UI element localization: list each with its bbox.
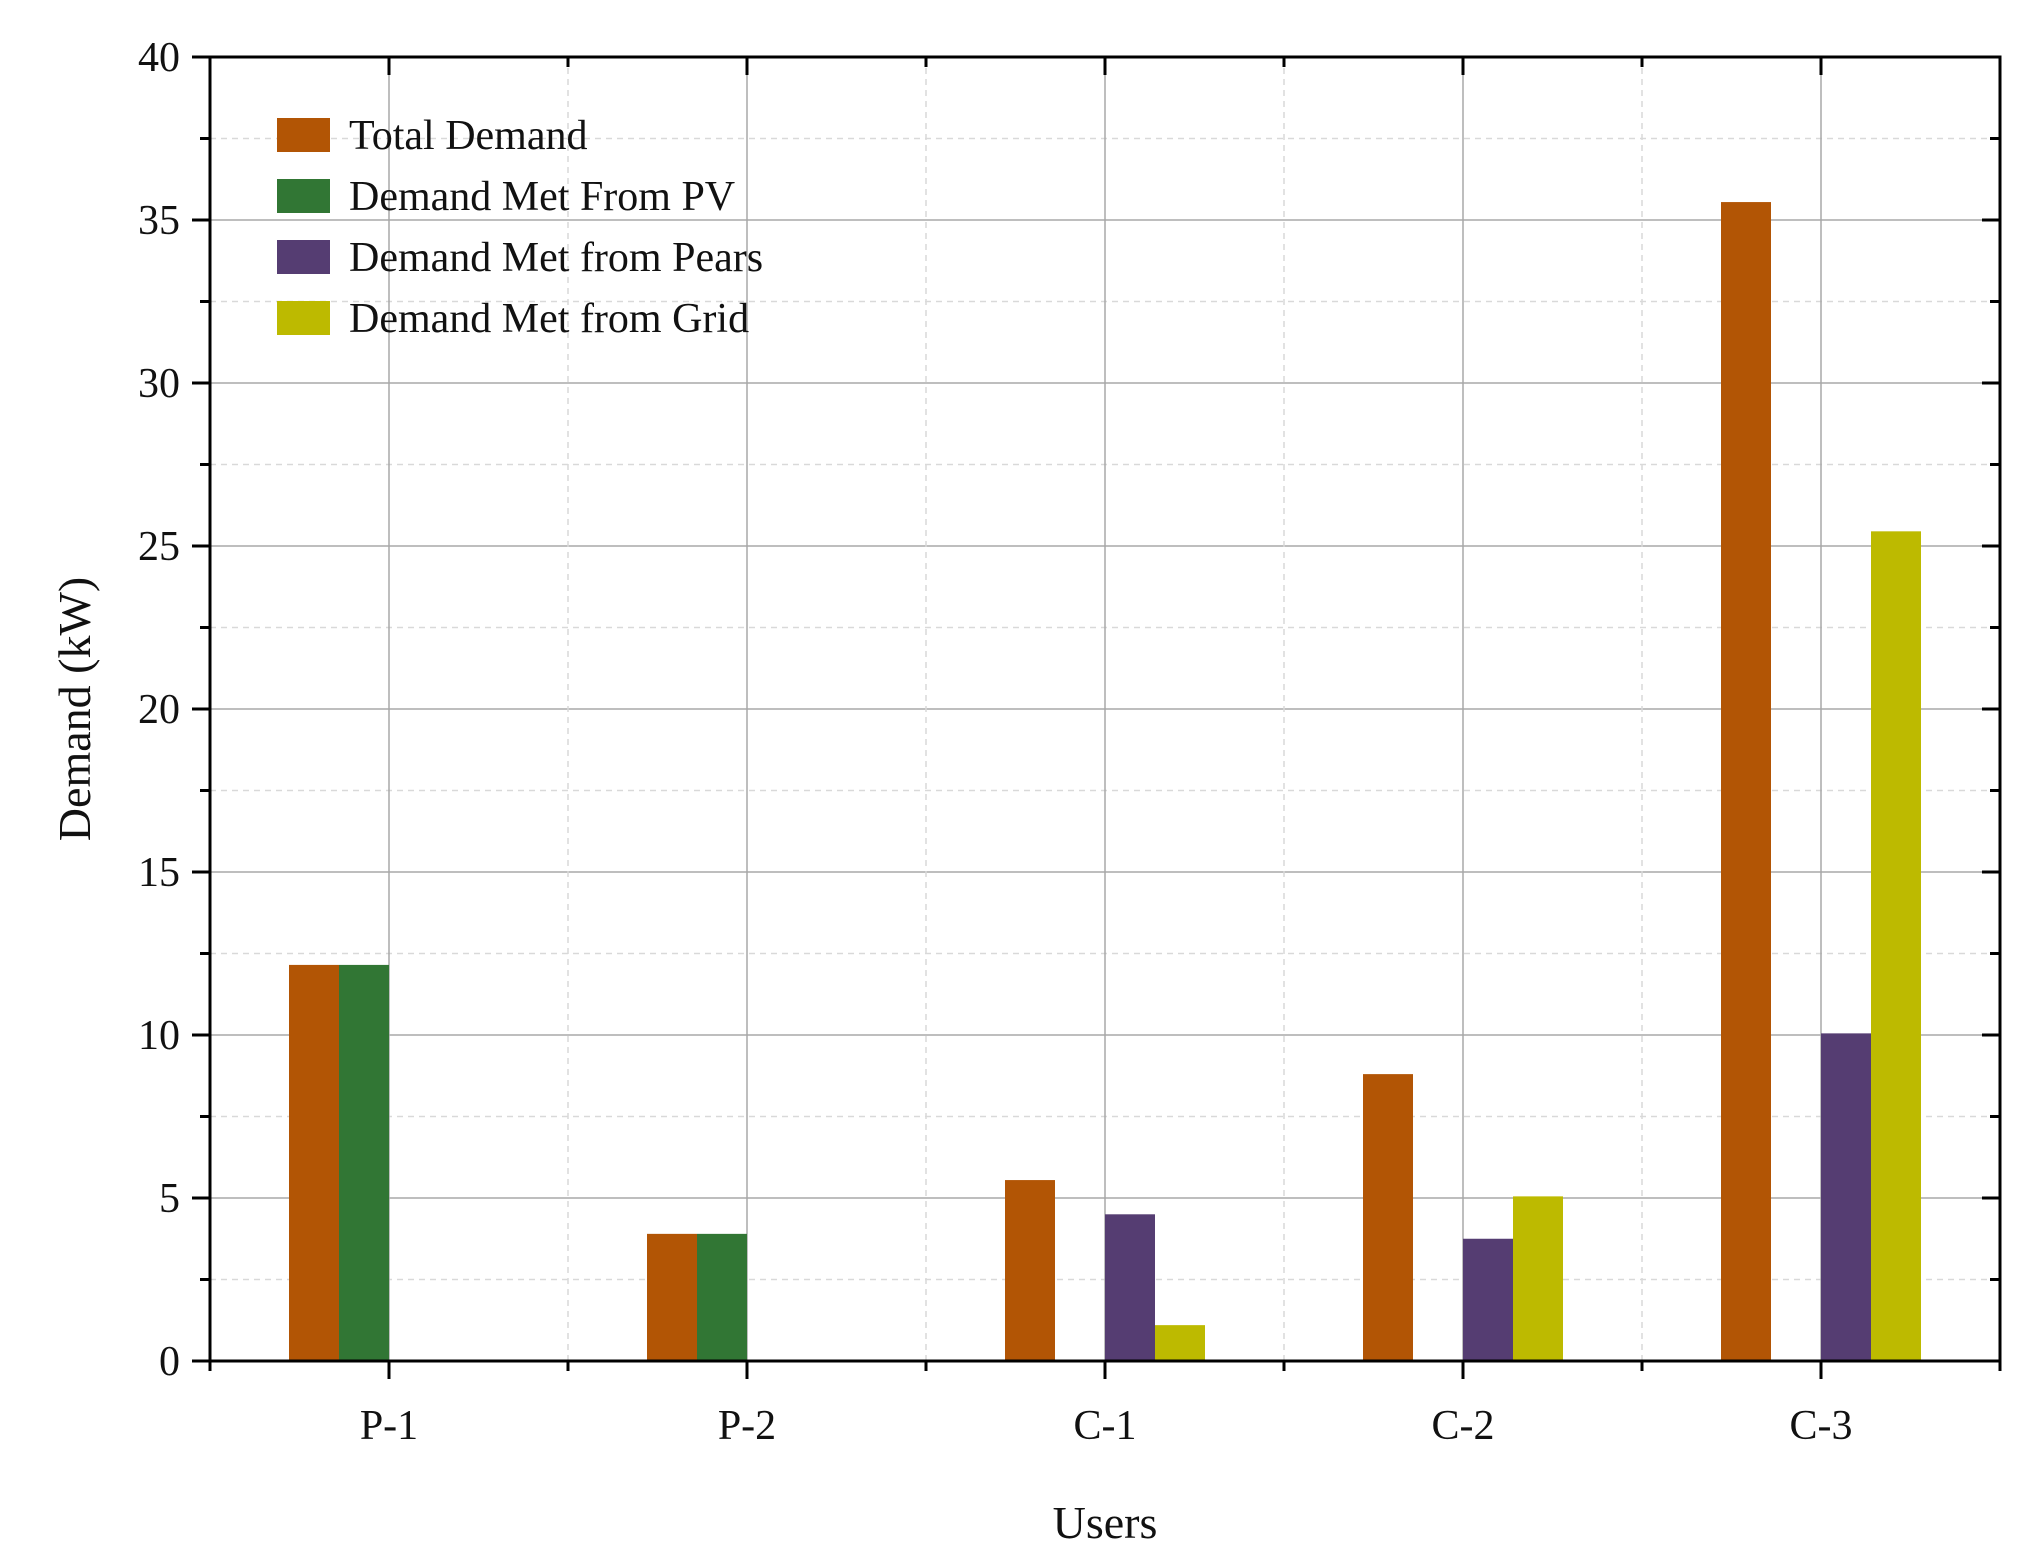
x-tick-label: P-1 [360, 1403, 418, 1449]
legend-label: Demand Met From PV [349, 174, 735, 220]
x-tick-label: C-2 [1432, 1403, 1495, 1449]
bar-C-3-series-1 [1721, 202, 1771, 1361]
bar-C-1-series-3 [1105, 1214, 1155, 1361]
bar-C-2-series-4 [1513, 1196, 1563, 1361]
y-tick-label: 5 [159, 1176, 180, 1222]
legend-swatch [277, 301, 330, 335]
bar-C-1-series-4 [1155, 1325, 1205, 1361]
y-tick-label: 20 [138, 687, 180, 733]
legend: Total Demand Demand Met From PV Demand Met… [277, 113, 763, 342]
ticks: 0 5 10 15 20 25 30 35 40 P-1 P-2 C-1 C-2 C-3 [138, 35, 2002, 1449]
legend-label: Demand Met from Grid [349, 296, 749, 342]
bar-C-3-series-4 [1871, 531, 1921, 1361]
y-tick-label: 35 [138, 198, 180, 244]
bar-P-1-series-1 [289, 964, 339, 1361]
bar-P-1-series-2 [339, 964, 389, 1361]
bar-P-2-series-2 [697, 1233, 747, 1361]
bar-C-1-series-1 [1005, 1180, 1055, 1361]
legend-label: Total Demand [349, 113, 588, 159]
y-tick-label: 25 [138, 524, 180, 570]
bars [289, 202, 1921, 1361]
y-tick-label: 0 [159, 1339, 180, 1385]
x-tick-label: C-3 [1790, 1403, 1853, 1449]
y-tick-label: 15 [138, 850, 180, 896]
y-tick-label: 40 [138, 35, 180, 81]
y-tick-label: 30 [138, 361, 180, 407]
x-tick-label: P-2 [718, 1403, 776, 1449]
grid [210, 57, 2000, 1361]
bar-P-2-series-1 [647, 1233, 697, 1361]
x-tick-label: C-1 [1074, 1403, 1137, 1449]
bar-C-2-series-1 [1363, 1074, 1413, 1361]
legend-swatch [277, 179, 330, 213]
bar-C-2-series-3 [1463, 1238, 1513, 1361]
y-tick-label: 10 [138, 1013, 180, 1059]
y-axis-title: Demand (kW) [49, 577, 100, 841]
legend-swatch [277, 118, 330, 152]
x-axis-title: Users [1053, 1497, 1158, 1548]
legend-swatch [277, 240, 330, 274]
bar-C-3-series-3 [1821, 1033, 1871, 1361]
legend-label: Demand Met from Pears [349, 235, 763, 281]
